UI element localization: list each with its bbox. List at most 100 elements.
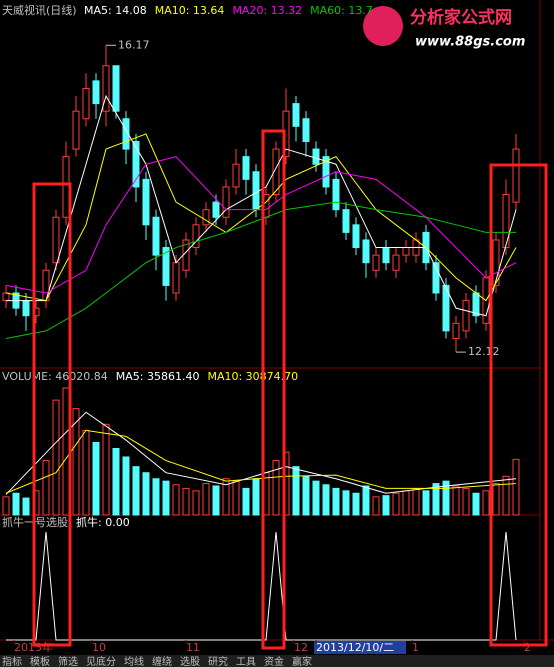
x-tick-label: 10 <box>92 641 106 654</box>
volume-bar <box>2 496 10 516</box>
candle-body <box>82 87 90 120</box>
candle-body <box>342 209 350 233</box>
legend-entry: MA20: 13.32 <box>232 4 302 17</box>
candle-body <box>212 201 220 218</box>
volume-bar <box>452 485 460 516</box>
volume-bar <box>392 492 400 516</box>
volume-bar <box>82 429 90 516</box>
volume-bar <box>442 480 450 516</box>
tab[interactable]: 资金 <box>264 655 284 667</box>
volume-bar <box>12 492 20 516</box>
volume-bar <box>102 423 110 516</box>
candle-body <box>112 65 120 112</box>
tab[interactable]: 筛选 <box>58 655 78 667</box>
highlight-box <box>261 129 286 650</box>
candle-body <box>192 224 200 249</box>
legend-entry: MA10: 13.64 <box>155 4 225 17</box>
x-tick-label: 2013/12/10/二 <box>316 641 394 654</box>
tab[interactable]: 赢家 <box>292 655 312 667</box>
volume-bar <box>462 487 470 516</box>
candle-body <box>92 80 100 105</box>
ma-line <box>5 133 517 302</box>
legend-entry: 抓牛: 0.00 <box>76 515 130 529</box>
candle-body <box>442 284 450 332</box>
legend-entry: MA5: 14.08 <box>84 4 147 17</box>
candle-body <box>302 118 310 142</box>
volume-bar <box>212 485 220 516</box>
candle-body <box>202 209 210 226</box>
volume-bar <box>202 483 210 516</box>
volume-bar <box>242 487 250 516</box>
candle-body <box>62 156 70 218</box>
tab[interactable]: 见底分 <box>86 655 116 667</box>
tab[interactable]: 指标 <box>2 655 22 667</box>
volume-bar <box>512 458 520 516</box>
candle-body <box>502 194 510 249</box>
tab[interactable]: 研究 <box>208 655 228 667</box>
candle-body <box>232 163 240 188</box>
ma-line <box>5 156 517 294</box>
legend-entry: MA60: 13.7 <box>310 4 373 17</box>
tab[interactable]: 模板 <box>30 655 50 667</box>
chart-title: 天威视讯(日线) <box>2 3 77 17</box>
volume-bar <box>232 480 240 516</box>
x-tick-label: 12 <box>294 641 308 654</box>
candle-body <box>352 224 360 249</box>
volume-bar <box>292 466 300 516</box>
candle-body <box>102 65 110 112</box>
highlight-box <box>32 182 72 647</box>
volume-bar <box>152 478 160 516</box>
volume-bar <box>172 484 180 516</box>
volume-bar <box>352 492 360 516</box>
candle-body <box>162 247 170 286</box>
logo-icon <box>363 6 403 46</box>
volume-bar <box>472 492 480 516</box>
tab[interactable]: 选股 <box>180 655 200 667</box>
candle-body <box>52 216 60 264</box>
candle-body <box>322 156 330 188</box>
volume-bar <box>252 478 260 516</box>
volume-bar <box>322 484 330 516</box>
candle-body <box>402 247 410 256</box>
tab[interactable]: 缠绕 <box>152 655 172 667</box>
candle-body <box>462 300 470 332</box>
volume-title: VOLUME: 46020.84 <box>2 370 108 383</box>
x-tick-label: 1 <box>412 641 419 654</box>
tab[interactable]: 工具 <box>236 656 256 667</box>
candle-body <box>172 262 180 294</box>
x-tick-label: 2 <box>524 641 531 654</box>
volume-bar <box>382 495 390 516</box>
volume-bar <box>432 483 440 516</box>
volume-bar <box>372 496 380 516</box>
ma-line <box>5 201 516 339</box>
candle-body <box>292 103 300 127</box>
candle-body <box>152 216 160 256</box>
volume-bar <box>142 472 150 516</box>
volume-bar <box>222 478 230 516</box>
candle-body <box>382 247 390 264</box>
signal-line <box>6 531 517 641</box>
candle-body <box>372 254 380 271</box>
ma-line <box>5 411 517 495</box>
candle-body <box>272 148 280 196</box>
volume-bar <box>502 475 510 516</box>
candle-body <box>332 178 340 211</box>
volume-bar <box>122 456 130 516</box>
candle-body <box>2 292 10 302</box>
candle-body <box>392 254 400 271</box>
volume-bar <box>192 490 200 516</box>
volume-bar <box>312 480 320 516</box>
candle-body <box>312 148 320 165</box>
candle-body <box>122 118 130 150</box>
candle-body <box>242 156 250 180</box>
ma-line <box>5 429 517 494</box>
volume-bar <box>332 487 340 516</box>
volume-bar <box>482 490 490 516</box>
tab[interactable]: 均线 <box>124 655 144 667</box>
ma-line <box>6 94 517 317</box>
volume-bar <box>22 497 30 516</box>
volume-bar <box>412 487 420 516</box>
volume-bar <box>362 485 370 516</box>
legend-entry: MA5: 35861.40 <box>116 370 200 383</box>
